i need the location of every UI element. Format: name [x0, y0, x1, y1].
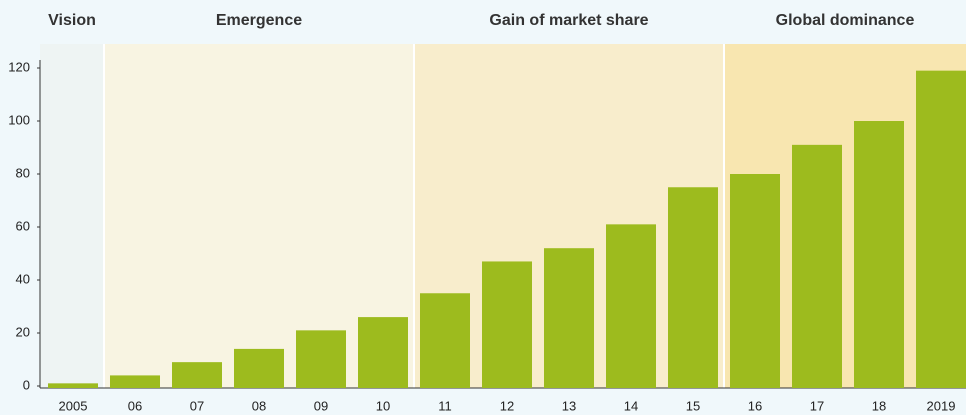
x-tick-label: 15	[686, 398, 700, 413]
x-tick-label: 14	[624, 398, 638, 413]
bar	[606, 224, 656, 388]
bar	[110, 375, 160, 388]
y-tick-label: 100	[8, 112, 30, 127]
x-tick-label: 18	[872, 398, 886, 413]
bar	[420, 293, 470, 388]
bar	[668, 187, 718, 388]
bar	[916, 70, 966, 389]
bar	[358, 317, 408, 388]
x-tick-label: 2019	[927, 398, 956, 413]
bar	[544, 248, 594, 388]
x-tick-label: 10	[376, 398, 390, 413]
bar	[296, 330, 346, 388]
x-tick-label: 12	[500, 398, 514, 413]
x-tick-label: 17	[810, 398, 824, 413]
x-tick-label: 09	[314, 398, 328, 413]
y-tick-label: 80	[16, 165, 30, 180]
bar	[48, 383, 98, 388]
bar	[854, 121, 904, 388]
phase-label: Emergence	[216, 12, 302, 29]
bar	[482, 261, 532, 388]
y-tick-label: 20	[16, 324, 30, 339]
x-tick-label: 11	[438, 398, 452, 413]
phase-band	[40, 44, 104, 388]
bar	[172, 362, 222, 388]
phase-label: Vision	[48, 12, 96, 29]
x-tick-label: 07	[190, 398, 204, 413]
bar	[792, 144, 842, 388]
phase-label: Gain of market share	[489, 12, 648, 29]
x-tick-label: 06	[128, 398, 142, 413]
x-tick-label: 13	[562, 398, 576, 413]
bar	[234, 348, 284, 388]
y-tick-label: 120	[8, 59, 30, 74]
x-tick-label: 16	[748, 398, 762, 413]
bar	[730, 174, 780, 388]
x-tick-label: 2005	[59, 398, 88, 413]
y-tick-label: 60	[16, 218, 30, 233]
y-tick-label: 40	[16, 271, 30, 286]
x-tick-label: 08	[252, 398, 266, 413]
y-tick-label: 0	[23, 377, 30, 392]
phase-label: Global dominance	[776, 12, 915, 29]
